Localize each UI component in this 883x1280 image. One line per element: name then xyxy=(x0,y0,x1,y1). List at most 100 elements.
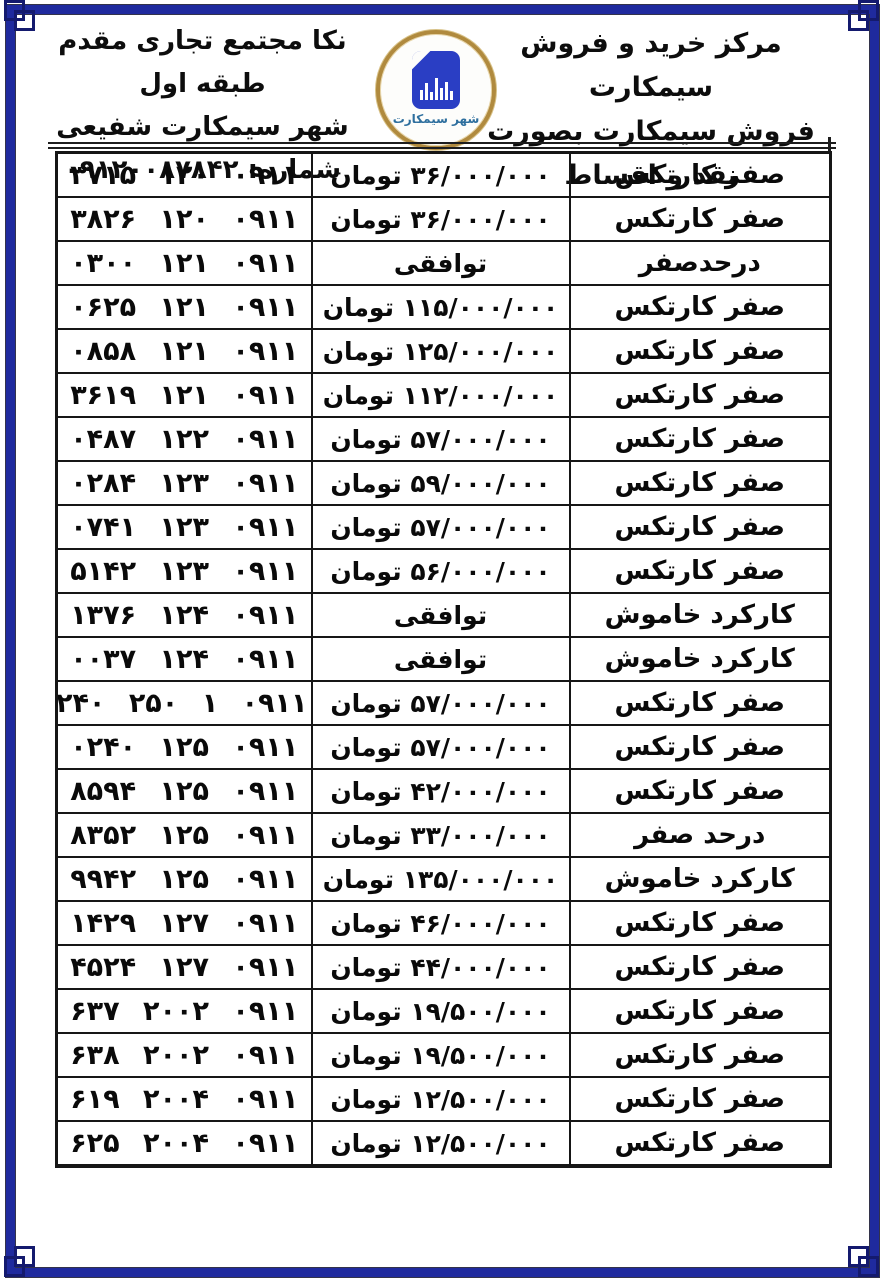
phone-number-cell: ۰۹۱۱ ۲۰۰۴ ۶۱۹ xyxy=(55,1076,313,1122)
table-row: صفر کارتکس ۵۶/۰۰۰/۰۰۰ تومان ۰۹۱۱ ۱۲۳ ۵۱۴… xyxy=(55,548,832,594)
price-cell: ۱۲۵/۰۰۰/۰۰۰ تومان xyxy=(310,328,571,374)
status-cell: صفر کارتکس xyxy=(568,328,832,374)
table-row: کارکرد خاموش توافقی ۰۹۱۱ ۱۲۴ ۰۰۳۷ xyxy=(55,636,832,682)
status-cell: صفر کارتکس xyxy=(568,988,832,1034)
table-row: صفر کارتکس ۵۷/۰۰۰/۰۰۰ تومان ۰۹۱۱ ۱ ۲۵۰ ۲… xyxy=(55,680,832,726)
phone-number-cell: ۰۹۱۱ ۱۲۴ ۱۳۷۶ xyxy=(55,592,313,638)
table-row: صفر کارتکس ۱۱۲/۰۰۰/۰۰۰ تومان ۰۹۱۱ ۱۲۱ ۳۶… xyxy=(55,372,832,418)
phone-number-cell: ۰۹۱۱ ۲۰۰۲ ۶۳۸ xyxy=(55,1032,313,1078)
table-row: صفر کارتکس ۱۲۵/۰۰۰/۰۰۰ تومان ۰۹۱۱ ۱۲۱ ۰۸… xyxy=(55,328,832,374)
status-cell: صفر کارتکس xyxy=(568,1076,832,1122)
status-cell: کارکرد خاموش xyxy=(568,636,832,682)
price-cell: ۳۶/۰۰۰/۰۰۰ تومان xyxy=(310,151,571,198)
status-cell: درحدصفر xyxy=(568,240,832,286)
store-logo: شهر سیمکارت xyxy=(376,30,496,150)
phone-number-cell: ۰۹۱۱ ۱۲۵ ۸۵۹۴ xyxy=(55,768,313,814)
phone-number-cell: ۰۹۱۱ ۱۲۱ ۰۶۲۵ xyxy=(55,284,313,330)
table-row: صفر کارتکس ۵۷/۰۰۰/۰۰۰ تومان ۰۹۱۱ ۱۲۳ ۰۷۴… xyxy=(55,504,832,550)
phone-number-cell: ۰۹۱۱ ۱۲۵ ۹۹۴۲ xyxy=(55,856,313,902)
address-line-2: شهر سیمکارت شفیعی xyxy=(56,112,349,142)
price-cell: ۱۹/۵۰۰/۰۰۰ تومان xyxy=(310,1032,571,1078)
price-cell: ۵۷/۰۰۰/۰۰۰ تومان xyxy=(310,416,571,462)
table-row: صفر کارتکس ۱۲/۵۰۰/۰۰۰ تومان ۰۹۱۱ ۲۰۰۴ ۶۱… xyxy=(55,1076,832,1122)
table-row: صفر کارتکس ۴۴/۰۰۰/۰۰۰ تومان ۰۹۱۱ ۱۲۷ ۴۵۲… xyxy=(55,944,832,990)
status-cell: صفر کارتکس xyxy=(568,504,832,550)
price-cell: ۱۲/۵۰۰/۰۰۰ تومان xyxy=(310,1076,571,1122)
table-row: صفر کارتکس ۱۹/۵۰۰/۰۰۰ تومان ۰۹۱۱ ۲۰۰۲ ۶۳… xyxy=(55,1032,832,1078)
price-table: صفر کارتکس ۳۶/۰۰۰/۰۰۰ تومان ۰۹۱۱ ۱۲۰ ۳۷۱… xyxy=(55,151,832,1168)
phone-number-cell: ۰۹۱۱ ۲۰۰۲ ۶۳۷ xyxy=(55,988,313,1034)
table-row: صفر کارتکس ۵۷/۰۰۰/۰۰۰ تومان ۰۹۱۱ ۱۲۵ ۰۲۴… xyxy=(55,724,832,770)
price-cell: ۵۶/۰۰۰/۰۰۰ تومان xyxy=(310,548,571,594)
corner-ornament-top-right xyxy=(845,0,879,34)
phone-number-cell: ۰۹۱۱ ۱۲۷ ۴۵۲۴ xyxy=(55,944,313,990)
table-row: صفر کارتکس ۵۹/۰۰۰/۰۰۰ تومان ۰۹۱۱ ۱۲۳ ۰۲۸… xyxy=(55,460,832,506)
corner-ornament-bottom-left xyxy=(4,1243,38,1277)
address-line-1: نکا مجتمع تجاری مقدم طبقه اول xyxy=(58,26,347,99)
status-cell: صفر کارتکس xyxy=(568,944,832,990)
table-row: صفر کارتکس ۱۱۵/۰۰۰/۰۰۰ تومان ۰۹۱۱ ۱۲۱ ۰۶… xyxy=(55,284,832,330)
corner-ornament-top-left xyxy=(4,0,38,34)
phone-number-cell: ۰۹۱۱ ۱ ۲۵۰ ۲۴۰ xyxy=(55,680,313,726)
table-row: درحدصفر توافقی ۰۹۱۱ ۱۲۱ ۰۳۰۰ xyxy=(55,240,832,286)
status-cell: صفر کارتکس xyxy=(568,372,832,418)
table-row: صفر کارتکس ۴۶/۰۰۰/۰۰۰ تومان ۰۹۱۱ ۱۲۷ ۱۴۲… xyxy=(55,900,832,946)
phone-number-cell: ۰۹۱۱ ۱۲۱ ۳۶۱۹ xyxy=(55,372,313,418)
price-cell: ۴۲/۰۰۰/۰۰۰ تومان xyxy=(310,768,571,814)
price-cell: ۱۳۵/۰۰۰/۰۰۰ تومان xyxy=(310,856,571,902)
status-cell: درحد صفر xyxy=(568,812,832,858)
table-top-rule xyxy=(48,142,836,149)
price-table-body: صفر کارتکس ۳۶/۰۰۰/۰۰۰ تومان ۰۹۱۱ ۱۲۰ ۳۷۱… xyxy=(55,151,832,1167)
phone-number-cell: ۰۹۱۱ ۱۲۰ ۳۸۲۶ xyxy=(55,196,313,242)
price-cell: ۵۷/۰۰۰/۰۰۰ تومان xyxy=(310,680,571,726)
table-row: کارکرد خاموش ۱۳۵/۰۰۰/۰۰۰ تومان ۰۹۱۱ ۱۲۵ … xyxy=(55,856,832,902)
price-cell: ۵۷/۰۰۰/۰۰۰ تومان xyxy=(310,504,571,550)
status-cell: صفر کارتکس xyxy=(568,196,832,242)
price-cell: ۱۱۵/۰۰۰/۰۰۰ تومان xyxy=(310,284,571,330)
phone-number-cell: ۰۹۱۱ ۱۲۰ ۳۷۱۵ xyxy=(55,151,313,198)
phone-number-cell: ۰۹۱۱ ۱۲۱ ۰۸۵۸ xyxy=(55,328,313,374)
store-title: مرکز خرید و فروش سیمکارت xyxy=(520,28,782,103)
status-cell: صفر کارتکس xyxy=(568,548,832,594)
table-row: صفر کارتکس ۵۷/۰۰۰/۰۰۰ تومان ۰۹۱۱ ۱۲۲ ۰۴۸… xyxy=(55,416,832,462)
sim-card-icon xyxy=(412,51,460,109)
phone-number-cell: ۰۹۱۱ ۱۲۳ ۵۱۴۲ xyxy=(55,548,313,594)
phone-number-cell: ۰۹۱۱ ۲۰۰۴ ۶۲۵ xyxy=(55,1120,313,1167)
phone-number-cell: ۰۹۱۱ ۱۲۵ ۰۲۴۰ xyxy=(55,724,313,770)
price-cell: ۵۷/۰۰۰/۰۰۰ تومان xyxy=(310,724,571,770)
status-cell: کارکرد خاموش xyxy=(568,592,832,638)
status-cell: صفر کارتکس xyxy=(568,680,832,726)
table-row: صفر کارتکس ۴۲/۰۰۰/۰۰۰ تومان ۰۹۱۱ ۱۲۵ ۸۵۹… xyxy=(55,768,832,814)
price-cell: ۵۹/۰۰۰/۰۰۰ تومان xyxy=(310,460,571,506)
table-row: کارکرد خاموش توافقی ۰۹۱۱ ۱۲۴ ۱۳۷۶ xyxy=(55,592,832,638)
price-cell: توافقی xyxy=(310,636,571,682)
price-cell: توافقی xyxy=(310,240,571,286)
status-cell: کارکرد خاموش xyxy=(568,856,832,902)
phone-number-cell: ۰۹۱۱ ۱۲۳ ۰۲۸۴ xyxy=(55,460,313,506)
phone-number-cell: ۰۹۱۱ ۱۲۳ ۰۷۴۱ xyxy=(55,504,313,550)
table-row: صفر کارتکس ۳۶/۰۰۰/۰۰۰ تومان ۰۹۱۱ ۱۲۰ ۳۸۲… xyxy=(55,196,832,242)
table-row: صفر کارتکس ۱۲/۵۰۰/۰۰۰ تومان ۰۹۱۱ ۲۰۰۴ ۶۲… xyxy=(55,1120,832,1167)
phone-number-cell: ۰۹۱۱ ۱۲۴ ۰۰۳۷ xyxy=(55,636,313,682)
logo-caption: شهر سیمکارت xyxy=(392,112,480,126)
table-top-rule-tick xyxy=(828,137,831,151)
status-cell: صفر کارتکس xyxy=(568,1032,832,1078)
phone-number-cell: ۰۹۱۱ ۱۲۵ ۸۳۵۲ xyxy=(55,812,313,858)
table-row: صفر کارتکس ۳۶/۰۰۰/۰۰۰ تومان ۰۹۱۱ ۱۲۰ ۳۷۱… xyxy=(55,151,832,198)
status-cell: صفر کارتکس xyxy=(568,416,832,462)
price-cell: ۴۶/۰۰۰/۰۰۰ تومان xyxy=(310,900,571,946)
phone-number-cell: ۰۹۱۱ ۱۲۷ ۱۴۲۹ xyxy=(55,900,313,946)
corner-ornament-bottom-right xyxy=(845,1243,879,1277)
price-cell: ۱۱۲/۰۰۰/۰۰۰ تومان xyxy=(310,372,571,418)
price-cell: ۴۴/۰۰۰/۰۰۰ تومان xyxy=(310,944,571,990)
price-cell: ۳۶/۰۰۰/۰۰۰ تومان xyxy=(310,196,571,242)
status-cell: صفر کارتکس xyxy=(568,460,832,506)
table-row: صفر کارتکس ۱۹/۵۰۰/۰۰۰ تومان ۰۹۱۱ ۲۰۰۲ ۶۳… xyxy=(55,988,832,1034)
status-cell: صفر کارتکس xyxy=(568,284,832,330)
price-cell: توافقی xyxy=(310,592,571,638)
price-cell: ۱۲/۵۰۰/۰۰۰ تومان xyxy=(310,1120,571,1167)
price-cell: ۳۳/۰۰۰/۰۰۰ تومان xyxy=(310,812,571,858)
status-cell: صفر کارتکس xyxy=(568,1120,832,1167)
table-row: درحد صفر ۳۳/۰۰۰/۰۰۰ تومان ۰۹۱۱ ۱۲۵ ۸۳۵۲ xyxy=(55,812,832,858)
